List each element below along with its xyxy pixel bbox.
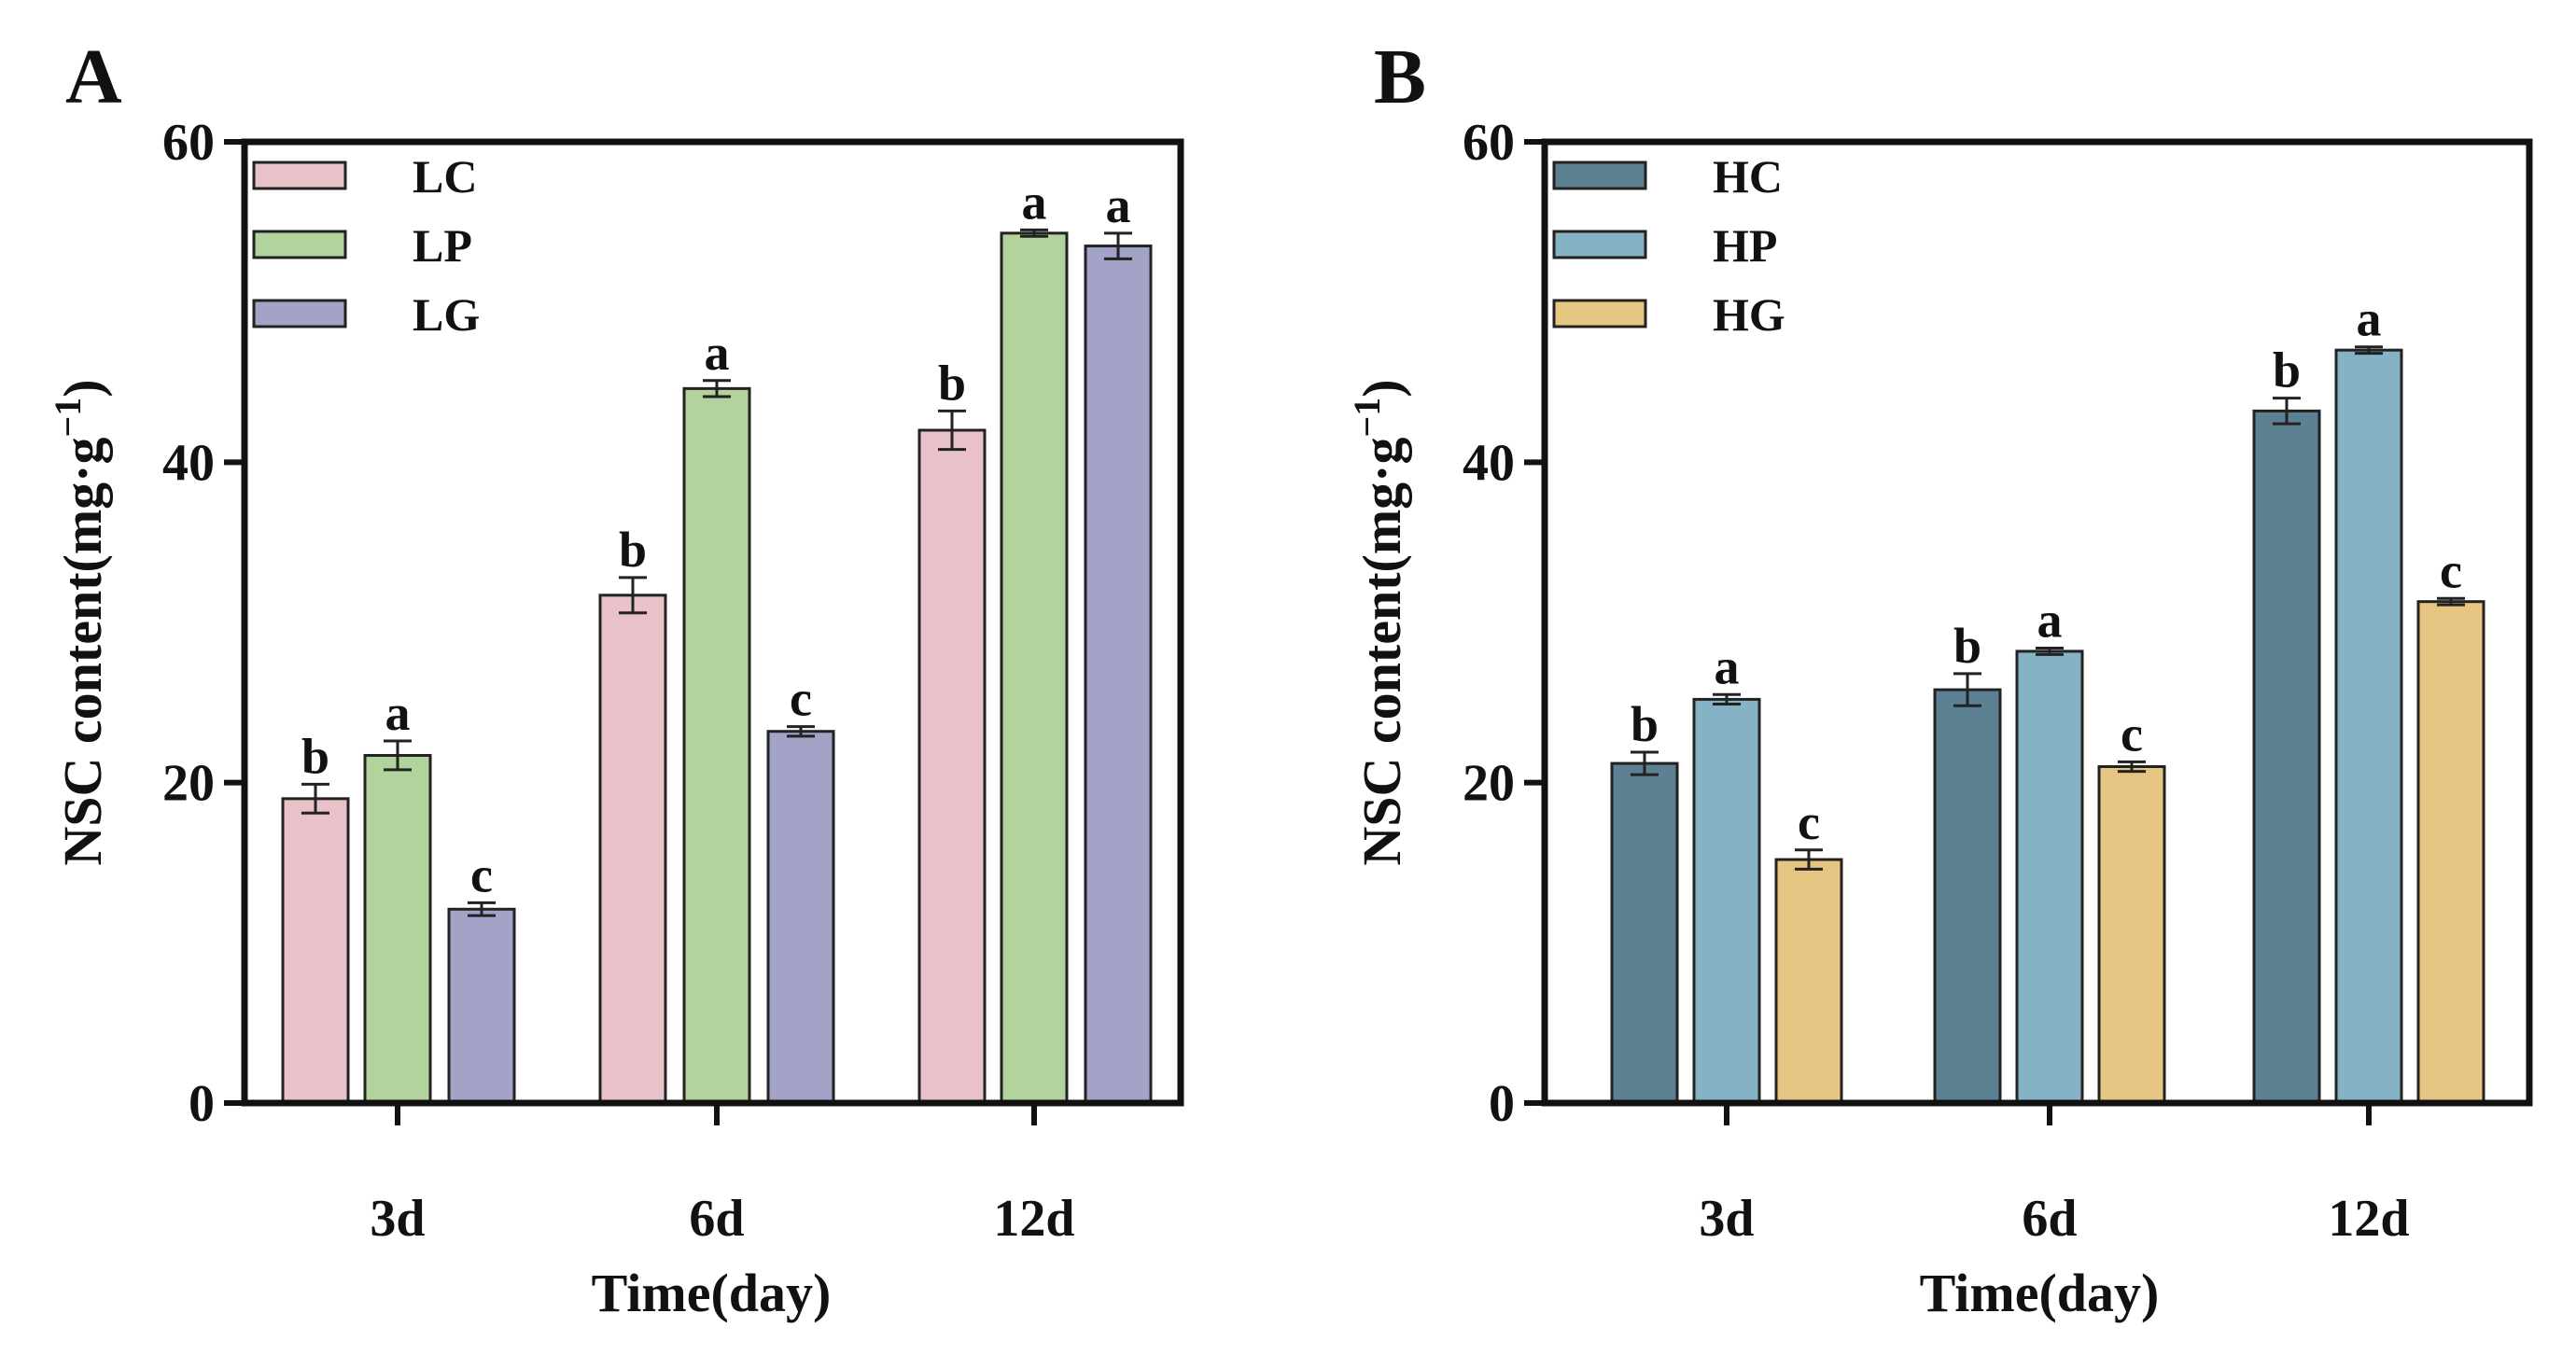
bar [2416,600,2485,1105]
bar [917,428,987,1105]
plot-frame [241,138,1184,1107]
legend-label: HG [1713,288,1785,341]
legend-swatch [252,230,347,259]
significance-label: b [301,728,329,784]
significance-label: a [2037,592,2063,648]
significance-label: b [1953,618,1981,674]
significance-label: a [2357,291,2382,347]
bar [2097,765,2166,1105]
legend-label: HC [1713,150,1783,203]
x-axis-title: Time(day) [1920,1263,2160,1323]
x-tick-label: 3d [370,1190,425,1248]
significance-label: a [385,685,411,741]
y-tick-label: 40 [1463,434,1515,492]
significance-label: c [1798,794,1820,850]
bar [766,730,835,1105]
y-axis-title-main: NSC content(mg·g [52,437,113,865]
plot-frame [1541,138,2533,1107]
significance-label: a [705,325,730,381]
significance-label: b [1631,696,1659,752]
bar [2252,409,2321,1105]
legend-label: LC [413,150,477,203]
y-axis-title: NSC content(mg·g−1) [1346,379,1412,865]
significance-label: c [790,671,812,727]
y-axis-title-close: ) [1351,379,1412,397]
bar [1610,761,1679,1105]
y-axis-title-close: ) [52,379,113,397]
x-tick-label: 12d [2328,1190,2409,1248]
bar [1933,688,2002,1105]
significance-label: c [470,846,493,902]
y-tick-label: 40 [162,434,215,492]
y-axis-title-superscript: −1 [47,398,89,438]
significance-label: b [2273,342,2301,398]
y-tick-label: 0 [189,1075,215,1133]
significance-label: a [1106,177,1131,233]
significance-label: b [938,355,966,411]
bar [1000,231,1069,1105]
x-tick-label: 6d [689,1190,744,1248]
significance-label: a [1715,638,1740,694]
x-tick-label: 3d [1699,1190,1754,1248]
legend-swatch [1552,299,1647,328]
bar [447,907,516,1105]
bar [598,594,667,1105]
y-tick-label: 20 [1463,755,1515,813]
legend-label: LP [413,219,472,272]
legend-swatch [1552,230,1647,259]
significance-label: a [1022,174,1047,230]
x-axis-title: Time(day) [592,1263,832,1323]
x-tick-label: 6d [2022,1190,2077,1248]
y-axis-title: NSC content(mg·g−1) [47,379,113,865]
significance-label: c [2121,705,2143,761]
panel-letter: B [1374,34,1426,120]
significance-label: c [2440,542,2462,598]
y-tick-label: 60 [162,114,215,172]
legend-label: HP [1713,219,1777,272]
bar [1774,858,1843,1105]
bar [1084,244,1153,1105]
significance-label: b [619,522,647,578]
legend-label: LG [413,288,480,341]
bar [1692,697,1761,1105]
x-tick-label: 12d [993,1190,1074,1248]
y-tick-label: 0 [1489,1075,1515,1133]
legend-swatch [252,299,347,328]
legend-swatch [252,161,347,190]
bar [682,386,751,1105]
panel-letter: A [65,34,122,120]
bar [2015,650,2084,1105]
y-axis-title-main: NSC content(mg·g [1351,437,1412,865]
bar [281,797,350,1105]
y-tick-label: 60 [1463,114,1515,172]
legend-swatch [1552,161,1647,190]
y-tick-label: 20 [162,755,215,813]
bar [363,753,432,1105]
y-axis-title-superscript: −1 [1346,398,1388,438]
bar [2334,348,2403,1105]
